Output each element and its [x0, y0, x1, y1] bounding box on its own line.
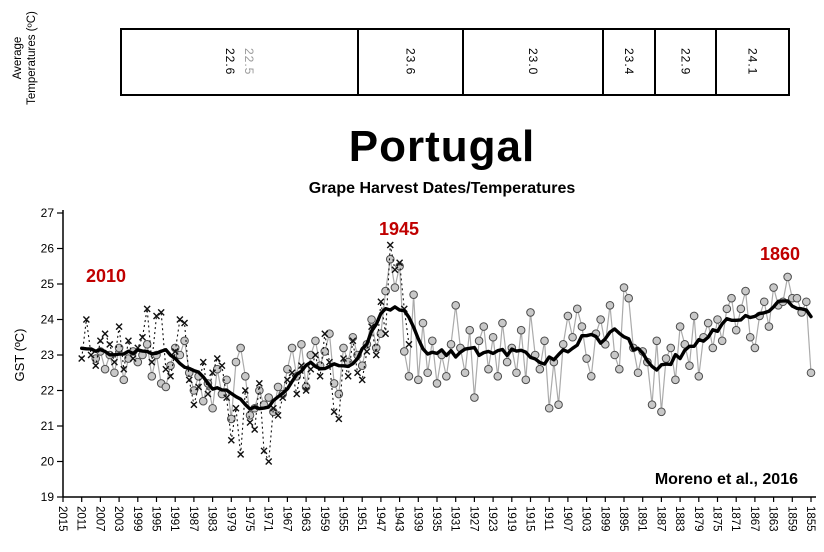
page-title: Portugal	[348, 122, 536, 171]
avg-temps-table: 22.6 22.5 23.6 23.0 23.4 22.9 24.1	[120, 28, 790, 96]
table-value: 22.6	[223, 48, 237, 76]
svg-text:1903: 1903	[580, 506, 592, 532]
svg-text:2011: 2011	[75, 506, 87, 531]
svg-text:24: 24	[41, 313, 55, 327]
table-cell-6: 24.1	[715, 30, 788, 94]
svg-text:2007: 2007	[93, 506, 105, 532]
table-value: 23.4	[622, 48, 636, 76]
svg-text:1999: 1999	[131, 506, 143, 532]
svg-text:1899: 1899	[598, 506, 610, 532]
svg-text:1875: 1875	[711, 506, 723, 532]
svg-text:1863: 1863	[767, 506, 779, 532]
annotation-1945: 1945	[379, 219, 420, 239]
series-observed-x	[78, 241, 413, 465]
svg-text:22: 22	[41, 384, 55, 398]
svg-text:1951: 1951	[355, 506, 367, 532]
table-value: 23.6	[403, 48, 418, 76]
svg-text:1923: 1923	[486, 506, 498, 532]
svg-text:20: 20	[41, 455, 55, 469]
avg-temps-axis-label: Average Temperatures (ºC)	[11, 3, 47, 113]
svg-text:1943: 1943	[393, 506, 405, 532]
table-cell-5: 22.9	[654, 30, 715, 94]
svg-text:1907: 1907	[561, 506, 573, 532]
table-cell-2: 23.6	[357, 30, 462, 94]
series-smoothed	[80, 299, 813, 411]
svg-text:26: 26	[41, 242, 55, 256]
table-value: 24.1	[745, 48, 760, 76]
svg-text:2003: 2003	[112, 506, 124, 532]
svg-text:1911: 1911	[542, 506, 554, 531]
svg-text:1979: 1979	[224, 506, 236, 532]
svg-text:1867: 1867	[748, 506, 760, 532]
svg-text:27: 27	[41, 206, 55, 220]
svg-text:19: 19	[41, 490, 55, 504]
svg-text:1975: 1975	[243, 506, 255, 532]
table-cell-3: 23.0	[462, 30, 602, 94]
svg-text:1967: 1967	[280, 506, 292, 532]
table-value: 22.9	[678, 48, 693, 76]
svg-text:1855: 1855	[804, 506, 816, 532]
svg-text:1895: 1895	[617, 506, 629, 532]
svg-text:21: 21	[41, 419, 55, 433]
svg-text:23: 23	[41, 348, 55, 362]
svg-text:1939: 1939	[411, 506, 423, 532]
svg-text:1963: 1963	[299, 506, 311, 532]
series-harvest-circles	[91, 254, 816, 424]
svg-text:GST (ºC): GST (ºC)	[12, 329, 27, 382]
table-value: 23.0	[526, 48, 540, 76]
annotation-1860: 1860	[760, 244, 801, 264]
svg-text:1887: 1887	[654, 506, 666, 532]
svg-text:1891: 1891	[636, 506, 648, 532]
svg-text:1959: 1959	[318, 506, 330, 532]
avg-label-line2: Temperatures (ºC)	[26, 11, 39, 105]
svg-text:1859: 1859	[785, 506, 797, 532]
svg-text:1947: 1947	[374, 506, 386, 532]
svg-text:1955: 1955	[337, 506, 349, 532]
svg-text:1931: 1931	[449, 506, 461, 532]
annotation-2010: 2010	[86, 266, 127, 286]
svg-text:1991: 1991	[168, 506, 180, 532]
svg-text:1883: 1883	[673, 506, 685, 532]
table-cell-1: 22.6 22.5	[122, 30, 357, 94]
svg-text:1987: 1987	[187, 506, 199, 532]
svg-text:1935: 1935	[430, 506, 442, 532]
svg-text:2015: 2015	[56, 506, 68, 532]
table-cell-4: 23.4	[602, 30, 654, 94]
source-credit: Moreno et al., 2016	[654, 471, 798, 488]
svg-text:1879: 1879	[692, 506, 704, 532]
svg-text:1983: 1983	[206, 506, 218, 532]
svg-text:25: 25	[41, 277, 55, 291]
svg-text:1915: 1915	[524, 506, 536, 532]
table-value-secondary: 22.5	[242, 48, 256, 76]
svg-text:1971: 1971	[262, 506, 274, 532]
chart-subtitle: Grape Harvest Dates/Temperatures	[308, 180, 576, 197]
svg-text:1871: 1871	[729, 506, 741, 532]
svg-text:1919: 1919	[505, 506, 517, 532]
avg-label-line1: Average	[12, 36, 24, 80]
svg-text:1995: 1995	[150, 506, 162, 532]
svg-text:1927: 1927	[467, 506, 479, 532]
